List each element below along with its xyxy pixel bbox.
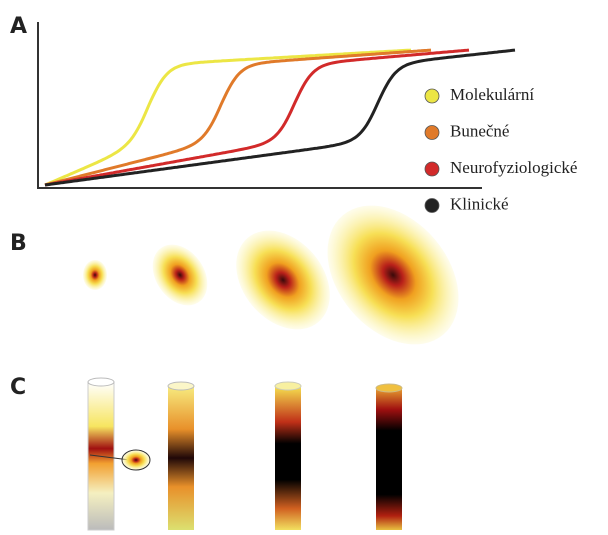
blob — [217, 212, 349, 348]
legend: Molekulární Bunečné Neurofyziologické Klini… — [425, 85, 577, 214]
tube — [275, 386, 301, 530]
curve — [45, 50, 469, 185]
tube-top — [88, 378, 114, 386]
legend-marker — [425, 126, 439, 140]
panel-label: B — [10, 231, 27, 256]
curves — [45, 50, 515, 185]
legend-marker — [425, 89, 439, 103]
tube-top — [168, 382, 194, 390]
curve — [45, 50, 411, 185]
tube — [168, 386, 194, 530]
legend-label: Klinické — [450, 194, 509, 213]
panel-label: C — [10, 375, 26, 400]
blobs — [83, 180, 485, 370]
legend-label: Bunečné — [450, 121, 509, 140]
blob — [141, 234, 218, 316]
tubes — [88, 378, 402, 530]
legend-label: Neurofyziologické — [450, 158, 577, 177]
tube-top — [275, 382, 301, 390]
cell — [122, 450, 150, 470]
blob — [83, 260, 107, 290]
legend-label: Molekulární — [450, 85, 534, 104]
figure: A B C Molekulární Bunečné Neurofyziologick… — [0, 0, 608, 535]
legend-marker — [425, 162, 439, 176]
legend-marker — [425, 199, 439, 213]
tube-top — [376, 384, 402, 392]
curve — [45, 50, 515, 185]
tube — [376, 388, 402, 530]
curve — [45, 50, 431, 185]
panel-label: A — [10, 14, 27, 39]
